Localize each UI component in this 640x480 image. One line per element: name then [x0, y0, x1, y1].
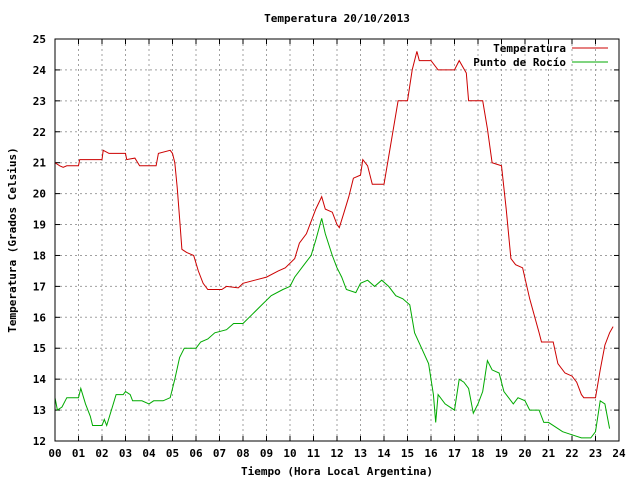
- y-tick-label: 25: [33, 33, 46, 46]
- y-tick-label: 14: [33, 373, 47, 386]
- legend-label: Temperatura: [493, 42, 566, 55]
- y-tick-label: 17: [33, 280, 46, 293]
- y-tick-label: 12: [33, 435, 46, 448]
- x-tick-label: 13: [354, 447, 367, 460]
- series-line-1: [54, 51, 614, 399]
- y-tick-label: 23: [33, 95, 46, 108]
- x-tick-label: 02: [95, 447, 108, 460]
- x-axis-label: Tiempo (Hora Local Argentina): [241, 465, 433, 478]
- x-tick-label: 03: [119, 447, 132, 460]
- x-tick-label: 09: [260, 447, 273, 460]
- x-tick-label: 24: [612, 447, 626, 460]
- x-tick-label: 04: [142, 447, 156, 460]
- x-tick-label: 21: [542, 447, 556, 460]
- y-tick-label: 16: [33, 311, 47, 324]
- x-tick-label: 19: [495, 447, 508, 460]
- x-tick-label: 15: [401, 447, 414, 460]
- x-tick-label: 23: [589, 447, 602, 460]
- y-tick-label: 21: [33, 157, 47, 170]
- x-tick-label: 17: [448, 447, 461, 460]
- y-axis-ticks: 12 13 14 15 16 17 18 19 20 21 22 23 24 25: [33, 33, 619, 448]
- x-tick-label: 05: [166, 447, 179, 460]
- x-tick-label: 10: [283, 447, 296, 460]
- y-axis-label: Temperatura (Grados Celsius): [6, 147, 19, 332]
- series-lines: [54, 51, 614, 439]
- x-tick-label: 12: [330, 447, 343, 460]
- y-tick-label: 13: [33, 404, 46, 417]
- x-tick-label: 20: [518, 447, 531, 460]
- y-tick-label: 19: [33, 219, 46, 232]
- x-tick-label: 22: [565, 447, 578, 460]
- series-line-2: [54, 218, 611, 439]
- y-tick-label: 18: [33, 249, 46, 262]
- x-tick-label: 07: [213, 447, 226, 460]
- x-tick-label: 01: [72, 447, 86, 460]
- x-tick-label: 14: [377, 447, 391, 460]
- x-tick-label: 06: [189, 447, 203, 460]
- x-tick-label: 11: [307, 447, 321, 460]
- x-tick-label: 00: [48, 447, 61, 460]
- y-tick-label: 24: [33, 64, 47, 77]
- x-tick-label: 08: [236, 447, 249, 460]
- x-axis-ticks: 00 01 02 03 04 05 06 07 08 09 10 11 12 13 14 15 16 17 18 19…: [48, 39, 626, 460]
- x-tick-label: 16: [424, 447, 438, 460]
- legend-label: Punto de Rocío: [473, 56, 566, 69]
- y-tick-label: 22: [33, 126, 46, 139]
- gridlines: [55, 39, 619, 441]
- y-tick-label: 20: [33, 188, 46, 201]
- chart-title: Temperatura 20/10/2013: [264, 12, 410, 25]
- plot-frame: [54, 38, 620, 442]
- y-tick-label: 15: [33, 342, 46, 355]
- x-tick-label: 18: [471, 447, 484, 460]
